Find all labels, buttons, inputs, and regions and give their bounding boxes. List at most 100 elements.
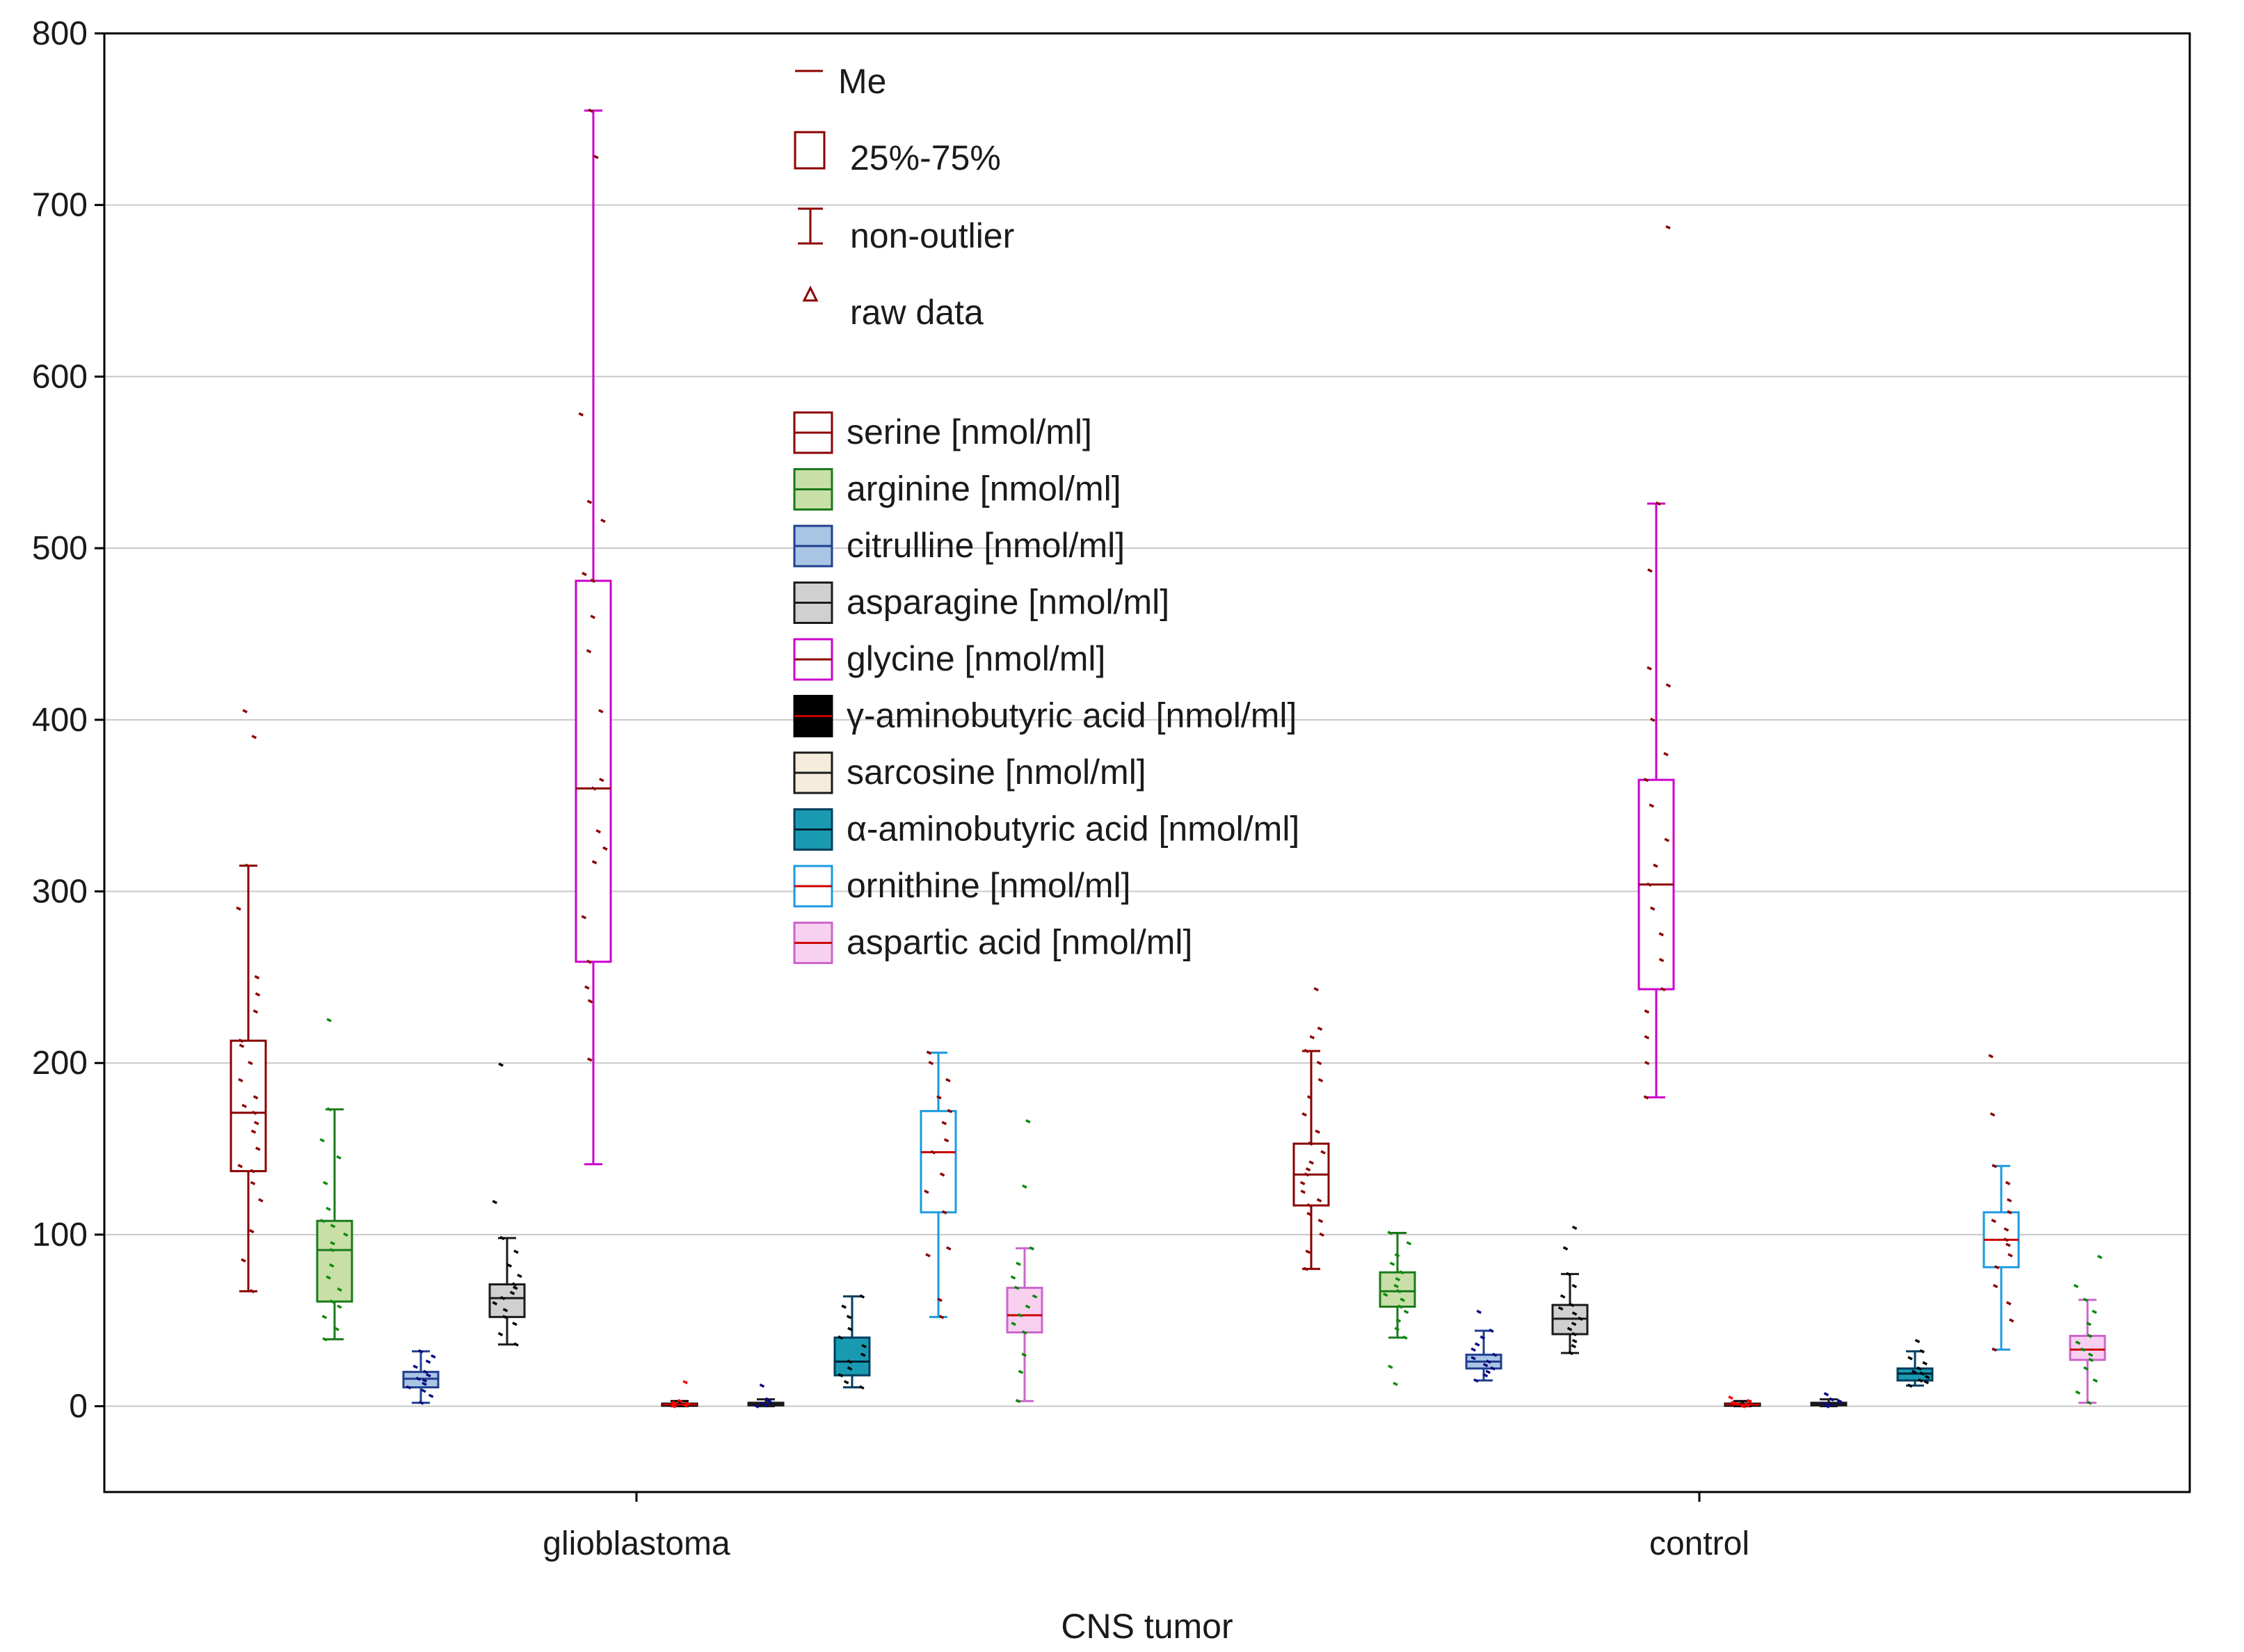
raw-point bbox=[323, 1180, 328, 1185]
raw-point bbox=[329, 1248, 335, 1253]
raw-point bbox=[1919, 1371, 1925, 1376]
raw-point bbox=[945, 1246, 952, 1251]
raw-point bbox=[2005, 1180, 2011, 1185]
box-5-0 bbox=[661, 1380, 698, 1409]
raw-point bbox=[602, 846, 608, 851]
raw-point bbox=[343, 1232, 348, 1237]
raw-point bbox=[1399, 1270, 1404, 1275]
raw-point bbox=[1315, 1129, 1320, 1134]
box bbox=[2069, 1334, 2106, 1361]
raw-point bbox=[671, 1400, 678, 1405]
raw-point bbox=[337, 1287, 342, 1292]
box-0-1 bbox=[1292, 987, 1330, 1272]
legend-series-label: ornithine [nmol/ml] bbox=[847, 866, 1131, 905]
raw-point bbox=[499, 1235, 505, 1240]
raw-point bbox=[943, 1138, 949, 1143]
raw-point bbox=[1836, 1399, 1843, 1404]
raw-point bbox=[1916, 1366, 1922, 1371]
box-8-1 bbox=[1982, 1054, 2020, 1352]
raw-point bbox=[1018, 1370, 1024, 1374]
raw-point bbox=[242, 709, 248, 714]
raw-point bbox=[838, 1335, 843, 1340]
raw-point bbox=[412, 1364, 418, 1369]
raw-point bbox=[1571, 1331, 1577, 1337]
raw-point bbox=[2080, 1347, 2086, 1352]
raw-point bbox=[1658, 958, 1665, 963]
raw-point bbox=[1665, 683, 1672, 688]
box bbox=[920, 1109, 957, 1214]
raw-point bbox=[1560, 1294, 1566, 1299]
raw-point bbox=[584, 985, 590, 990]
raw-point bbox=[517, 1274, 522, 1278]
x-tick-label: control bbox=[1649, 1525, 1749, 1562]
raw-point bbox=[248, 1228, 255, 1234]
raw-point bbox=[1485, 1370, 1491, 1374]
raw-point bbox=[1571, 1322, 1577, 1326]
legend: Me 25%-75% non-outlier raw data serine [nmol… bbox=[793, 62, 1299, 964]
raw-point bbox=[590, 578, 596, 584]
raw-point bbox=[1473, 1378, 1479, 1383]
raw-point bbox=[1653, 863, 1658, 868]
raw-point bbox=[1644, 1061, 1650, 1066]
raw-point bbox=[846, 1315, 852, 1320]
raw-point bbox=[678, 1399, 683, 1404]
raw-point bbox=[939, 1172, 945, 1177]
raw-point bbox=[328, 1263, 335, 1268]
raw-point bbox=[1308, 1141, 1313, 1146]
raw-point bbox=[847, 1366, 853, 1371]
y-tick-label: 700 bbox=[32, 187, 88, 224]
raw-point bbox=[1665, 225, 1671, 230]
raw-point bbox=[1016, 1261, 1021, 1266]
raw-point bbox=[319, 1138, 325, 1143]
raw-point bbox=[502, 1308, 508, 1313]
raw-point bbox=[861, 1344, 867, 1349]
box-4-0 bbox=[575, 108, 612, 1166]
raw-point bbox=[502, 1315, 508, 1320]
raw-point bbox=[941, 1121, 947, 1125]
raw-point bbox=[684, 1401, 691, 1406]
raw-point bbox=[1470, 1347, 1476, 1352]
raw-point bbox=[847, 1359, 853, 1364]
raw-point bbox=[1395, 1277, 1401, 1282]
raw-point bbox=[1649, 803, 1655, 808]
raw-point bbox=[422, 1378, 428, 1383]
raw-point bbox=[241, 1103, 247, 1108]
raw-point bbox=[417, 1349, 424, 1354]
raw-point bbox=[847, 1326, 853, 1331]
raw-point bbox=[930, 1150, 936, 1155]
raw-point bbox=[1836, 1400, 1843, 1405]
raw-point bbox=[1395, 1318, 1402, 1323]
raw-point bbox=[1646, 666, 1652, 671]
raw-point bbox=[1828, 1402, 1834, 1407]
box-3-0 bbox=[488, 1062, 526, 1347]
raw-point bbox=[1025, 1304, 1031, 1309]
raw-point bbox=[578, 412, 584, 417]
raw-point bbox=[1301, 1112, 1307, 1117]
raw-point bbox=[1017, 1313, 1023, 1317]
legend-stat-box: 25%-75% bbox=[794, 131, 1001, 177]
raw-point bbox=[1571, 1226, 1578, 1230]
raw-point bbox=[330, 1224, 336, 1228]
raw-point bbox=[1032, 1294, 1038, 1299]
raw-point bbox=[254, 975, 260, 979]
raw-point bbox=[2075, 1390, 2081, 1395]
raw-point bbox=[1664, 837, 1670, 842]
raw-point bbox=[586, 499, 593, 504]
box bbox=[230, 1039, 267, 1173]
raw-point bbox=[1010, 1275, 1016, 1280]
box-5-1 bbox=[1724, 1395, 1761, 1409]
raw-point bbox=[421, 1388, 426, 1393]
raw-point bbox=[1562, 1246, 1569, 1251]
raw-point bbox=[499, 1296, 506, 1301]
raw-point bbox=[2073, 1283, 2079, 1289]
raw-point bbox=[2087, 1333, 2092, 1338]
raw-point bbox=[1387, 1230, 1393, 1235]
legend-series-3: asparagine [nmol/ml] bbox=[793, 582, 1169, 624]
raw-point bbox=[2003, 1227, 2010, 1232]
raw-point bbox=[1728, 1395, 1733, 1400]
raw-point bbox=[1489, 1329, 1494, 1333]
raw-point bbox=[586, 959, 592, 964]
raw-point bbox=[497, 1331, 504, 1337]
x-tick-label: glioblastoma bbox=[543, 1525, 730, 1562]
